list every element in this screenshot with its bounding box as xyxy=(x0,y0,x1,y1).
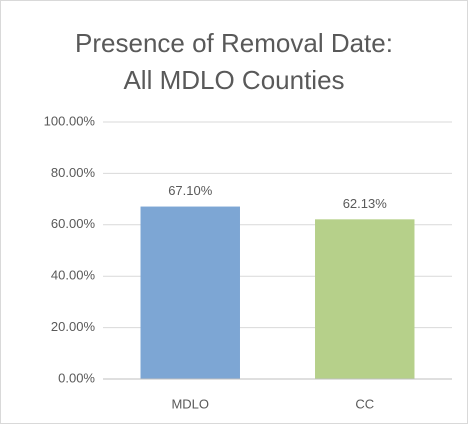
value-label: 67.10% xyxy=(168,183,213,198)
bar xyxy=(315,219,415,379)
y-tick-label: 100.00% xyxy=(44,113,96,128)
y-tick-label: 80.00% xyxy=(51,165,96,180)
y-tick-label: 60.00% xyxy=(51,216,96,231)
x-tick-label: MDLO xyxy=(171,396,209,411)
value-label: 62.13% xyxy=(343,196,388,211)
y-tick-label: 0.00% xyxy=(58,370,95,385)
chart-title: All MDLO Counties xyxy=(123,65,344,95)
bar xyxy=(140,206,240,379)
chart-title: Presence of Removal Date: xyxy=(75,28,393,58)
y-tick-label: 20.00% xyxy=(51,319,96,334)
x-tick-label: CC xyxy=(355,396,374,411)
y-tick-label: 40.00% xyxy=(51,268,96,283)
